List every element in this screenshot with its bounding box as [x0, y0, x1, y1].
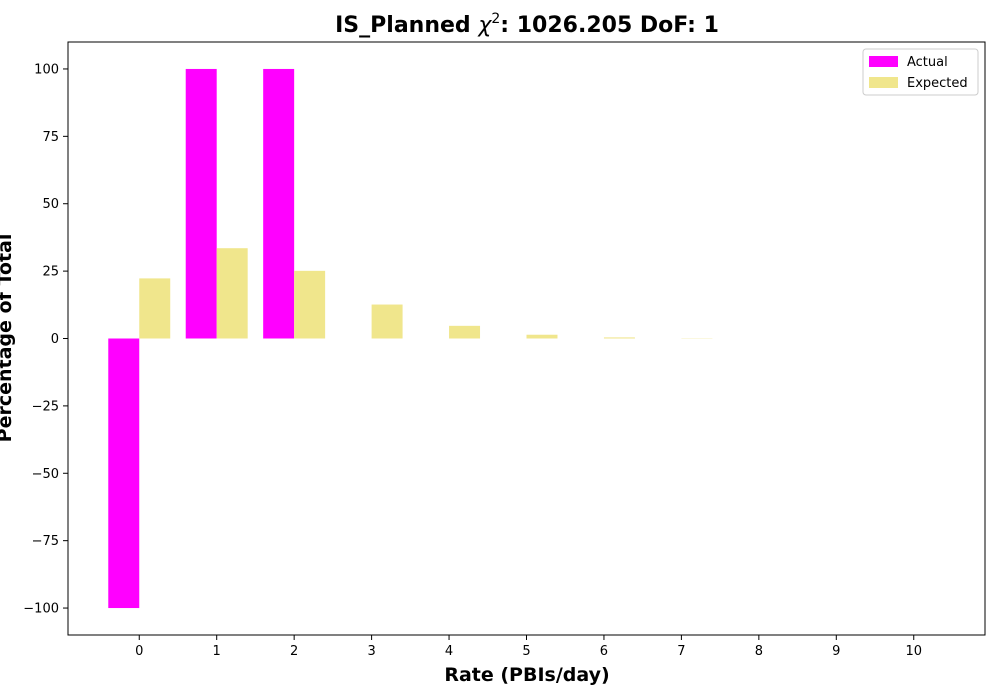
x-tick-label: 0: [135, 644, 143, 659]
chart-title-sup: 2: [491, 11, 500, 27]
x-axis-ticks: 0 1 2 3 4 5 6 7 8 9 10: [135, 635, 922, 659]
x-tick-label: 3: [367, 644, 375, 659]
bar-expected-1: [216, 248, 248, 339]
y-tick-label: 25: [42, 265, 59, 280]
x-tick-label: 1: [213, 644, 221, 659]
x-axis-label: Rate (PBIs/day): [444, 664, 609, 686]
y-tick-label: −50: [32, 467, 59, 482]
bar-actual-2: [263, 68, 295, 339]
bar-expected-6: [603, 337, 635, 339]
legend-label-expected: Expected: [907, 76, 968, 91]
y-axis-label: Percentage of Total: [0, 234, 16, 443]
legend-swatch-expected: [869, 77, 898, 88]
bar-expected-2: [294, 270, 326, 339]
bar-actual-0: [108, 338, 140, 609]
x-tick-label: 10: [905, 644, 922, 659]
bar-expected-3: [371, 304, 403, 339]
y-tick-label: 50: [42, 197, 59, 212]
bar-actual-1: [185, 68, 217, 339]
x-tick-label: 4: [445, 644, 453, 659]
x-tick-label: 9: [832, 644, 840, 659]
chart-title: IS_Planned χ2: 1026.205 DoF: 1: [335, 11, 719, 38]
x-tick-label: 6: [600, 644, 608, 659]
bars-layer: [108, 68, 713, 609]
chart-title-chi: χ: [477, 13, 492, 38]
y-tick-label: 0: [51, 332, 59, 347]
x-tick-label: 8: [755, 644, 763, 659]
y-tick-label: 100: [34, 62, 59, 77]
bar-expected-5: [526, 334, 558, 339]
chart-title-prefix: IS_Planned: [335, 13, 478, 38]
y-tick-label: −75: [32, 534, 59, 549]
bar-expected-4: [449, 325, 481, 339]
legend-swatch-actual: [869, 56, 898, 67]
plot-frame: [67, 41, 986, 636]
legend: Actual Expected: [862, 48, 979, 96]
x-tick-label: 5: [522, 644, 530, 659]
chart-title-suffix: : 1026.205 DoF: 1: [500, 13, 719, 38]
bar-expected-0: [139, 278, 171, 339]
x-tick-label: 2: [290, 644, 298, 659]
y-tick-label: −25: [32, 399, 59, 414]
y-axis-ticks: −100 −75 −50 −25 0 25 50 75 100: [23, 62, 68, 617]
x-tick-label: 7: [677, 644, 685, 659]
y-tick-label: −100: [23, 602, 59, 617]
legend-label-actual: Actual: [907, 55, 948, 70]
y-tick-label: 75: [42, 130, 59, 145]
